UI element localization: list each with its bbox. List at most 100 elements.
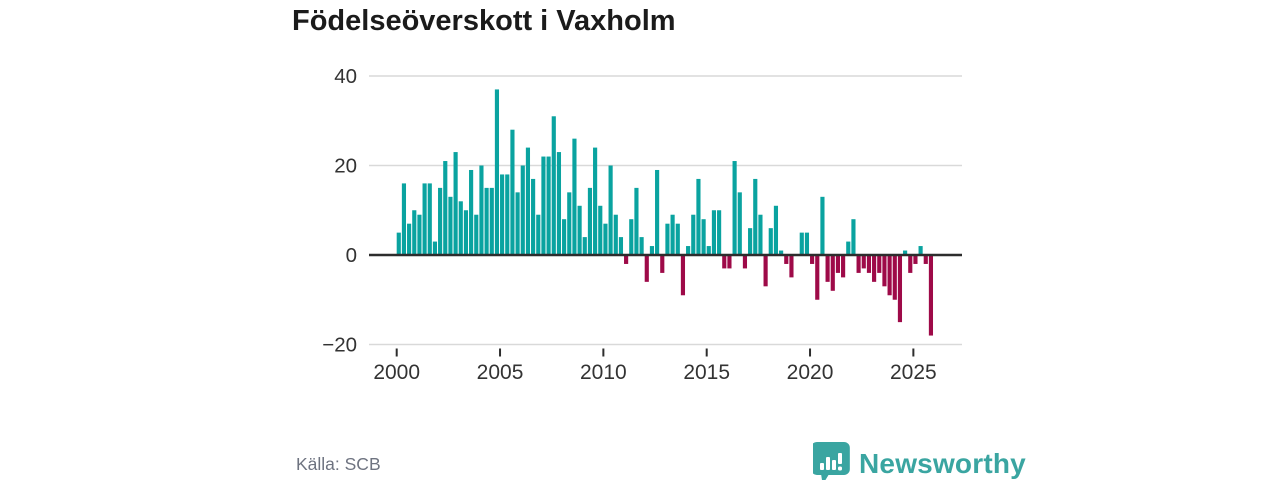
bar-2011-Q2: [629, 219, 634, 255]
bar-2008-Q1: [562, 219, 567, 255]
bar-2022-Q2: [856, 255, 861, 273]
bar-2010-Q1: [603, 223, 608, 255]
bar-2009-Q1: [582, 237, 587, 255]
bar-2001-Q2: [422, 183, 427, 255]
bar-2013-Q4: [680, 255, 686, 296]
bar-2024-Q2: [897, 255, 903, 323]
bar-2023-Q1: [872, 255, 877, 282]
bar-2025-Q1: [913, 255, 918, 264]
x-tick-label: 2015: [683, 361, 730, 384]
y-tick-label: 40: [334, 65, 357, 88]
bar-2017-Q2: [753, 178, 758, 255]
bar-2021-Q2: [835, 255, 841, 273]
bar-2022-Q4: [866, 255, 872, 273]
bar-2008-Q4: [577, 205, 582, 255]
bar-2025-Q4: [928, 255, 934, 336]
x-tick-label: 2010: [580, 361, 627, 384]
newsworthy-logo-text: Newsworthy: [859, 448, 1026, 479]
bar-2002-Q1: [438, 187, 443, 256]
bar-2006-Q3: [531, 178, 536, 255]
y-tick-label: −20: [322, 334, 357, 357]
bar-2005-Q2: [505, 174, 510, 255]
bar-2024-Q1: [892, 255, 897, 300]
bar-2004-Q1: [479, 165, 484, 255]
bar-2007-Q1: [541, 156, 546, 255]
bar-2017-Q4: [763, 255, 768, 287]
bar-2015-Q3: [717, 210, 722, 255]
bar-2013-Q1: [665, 223, 670, 255]
bar-2022-Q1: [851, 219, 856, 255]
bar-2012-Q4: [660, 255, 665, 273]
bar-2009-Q4: [598, 205, 603, 255]
bar-2010-Q2: [608, 165, 613, 255]
bar-2018-Q2: [773, 205, 779, 255]
bar-2006-Q2: [525, 147, 531, 255]
bar-2003-Q4: [474, 214, 479, 255]
bar-2008-Q3: [572, 138, 577, 255]
bar-2023-Q2: [877, 255, 882, 273]
bar-2009-Q3: [593, 147, 598, 255]
bar-2005-Q4: [515, 192, 520, 255]
bar-2019-Q1: [789, 255, 794, 278]
bar-2007-Q2: [546, 156, 551, 255]
bar-2006-Q1: [520, 165, 525, 255]
bar-2014-Q2: [691, 214, 696, 255]
bar-2015-Q1: [706, 246, 711, 255]
bar-2018-Q1: [768, 228, 773, 255]
newsworthy-logo: Newsworthy: [813, 441, 1026, 480]
newsworthy-logo-icon: [813, 441, 850, 480]
bar-2018-Q3: [779, 250, 784, 255]
bar-2018-Q4: [784, 255, 789, 264]
bar-2016-Q1: [727, 255, 732, 269]
bar-2020-Q2: [815, 255, 820, 300]
bar-2025-Q3: [923, 255, 928, 264]
bar-2004-Q3: [489, 187, 494, 256]
bar-2011-Q3: [634, 187, 639, 256]
bar-2020-Q4: [825, 255, 830, 282]
bar-2004-Q4: [494, 89, 500, 256]
bar-2000-Q4: [412, 210, 417, 255]
x-tick-label: 2005: [477, 361, 524, 384]
bar-2021-Q1: [830, 255, 835, 291]
bar-2011-Q4: [639, 237, 644, 255]
bar-2005-Q3: [510, 129, 515, 255]
y-tick-label: 0: [346, 244, 357, 267]
bar-2001-Q3: [427, 183, 432, 255]
bar-2021-Q3: [841, 255, 846, 278]
bar-2019-Q4: [804, 232, 810, 256]
bar-2003-Q3: [469, 169, 474, 255]
bar-2025-Q2: [918, 246, 923, 255]
x-tick-label: 2020: [787, 361, 834, 384]
bar-2016-Q3: [737, 192, 742, 255]
bar-2023-Q3: [882, 255, 887, 287]
bar-2017-Q3: [758, 214, 763, 255]
bar-2024-Q3: [903, 250, 908, 255]
bar-2024-Q4: [908, 255, 913, 273]
bar-2015-Q4: [722, 255, 727, 269]
bar-2011-Q1: [624, 255, 629, 264]
bar-2012-Q2: [649, 246, 655, 255]
bar-2014-Q4: [701, 219, 706, 255]
bar-2001-Q4: [432, 241, 438, 255]
bar-2003-Q2: [463, 210, 469, 255]
bar-2017-Q1: [748, 228, 753, 255]
bar-2014-Q1: [686, 246, 691, 255]
bar-2005-Q1: [500, 174, 505, 255]
bar-2012-Q1: [644, 255, 649, 282]
bar-2008-Q2: [567, 192, 572, 255]
bar-2023-Q4: [887, 255, 892, 296]
bar-2010-Q3: [613, 214, 618, 255]
bar-2020-Q3: [820, 196, 825, 255]
bar-2022-Q3: [861, 255, 866, 269]
bar-2002-Q3: [448, 196, 453, 255]
bar-2014-Q3: [696, 178, 701, 255]
bar-2009-Q2: [587, 187, 593, 256]
bar-2003-Q1: [458, 201, 463, 255]
source-note: Källa: SCB: [296, 454, 381, 474]
bar-2000-Q1: [396, 232, 401, 256]
bar-2013-Q2: [670, 214, 675, 255]
y-tick-label: 20: [334, 155, 357, 178]
x-tick-label: 2025: [890, 361, 937, 384]
